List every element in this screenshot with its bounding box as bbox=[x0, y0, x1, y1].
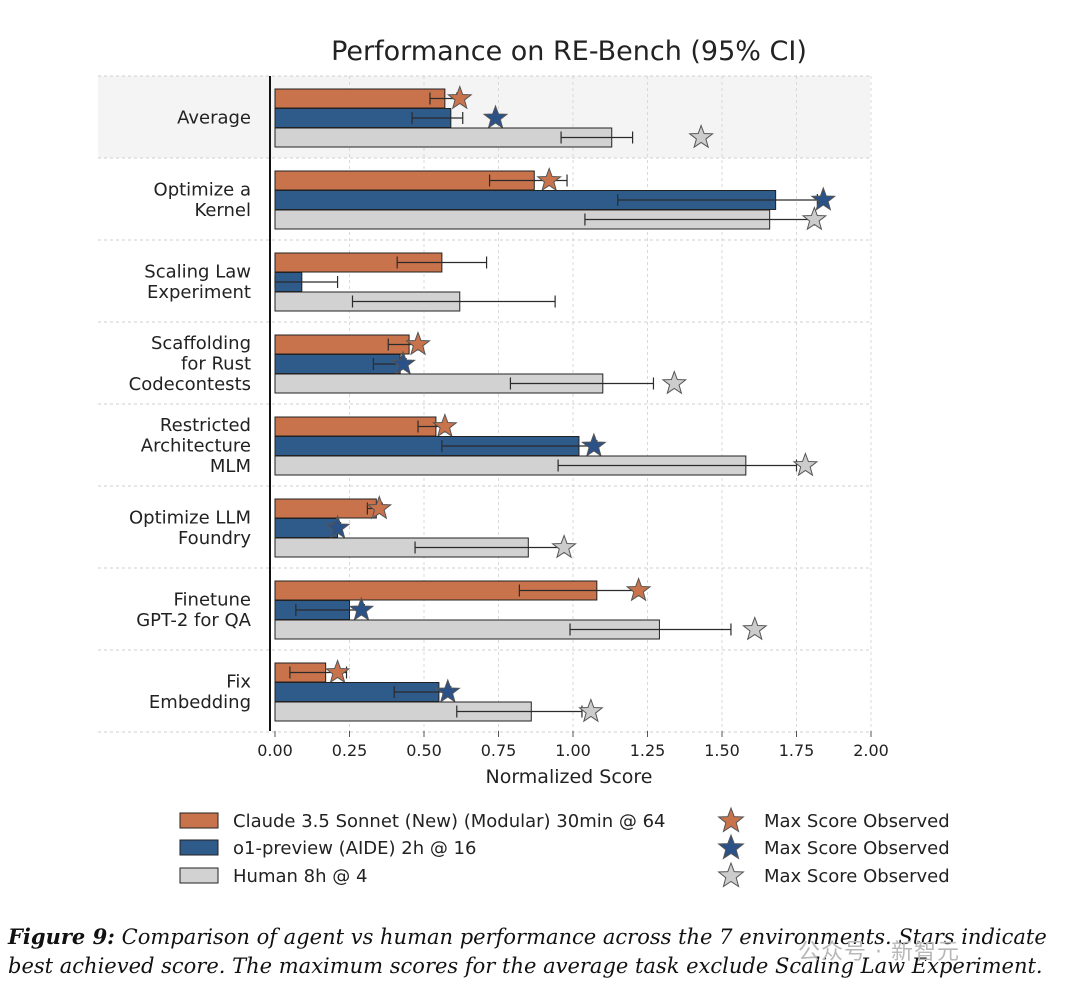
bar bbox=[274, 88, 446, 109]
bar bbox=[274, 416, 437, 437]
x-tick-label: 0.75 bbox=[481, 741, 517, 760]
category-label: Foundry bbox=[178, 528, 251, 549]
category-label: for Rust bbox=[181, 354, 251, 375]
max-score-star bbox=[482, 104, 509, 129]
x-tick-label: 0.00 bbox=[257, 741, 293, 760]
bar bbox=[274, 498, 377, 519]
max-score-star bbox=[324, 514, 351, 539]
category-label: Average bbox=[177, 108, 251, 129]
x-tick-label: 1.50 bbox=[704, 741, 740, 760]
bar bbox=[274, 518, 339, 538]
category-label: GPT-2 for QA bbox=[136, 610, 251, 631]
legend-label: o1-preview (AIDE) 2h @ 16 bbox=[233, 838, 476, 859]
category-label: Embedding bbox=[149, 692, 251, 713]
legend-star-label: Max Score Observed bbox=[764, 866, 950, 887]
max-score-star bbox=[581, 432, 607, 457]
legend-star-icon bbox=[717, 806, 745, 833]
max-score-star bbox=[446, 85, 473, 110]
legend: Claude 3.5 Sonnet (New) (Modular) 30min … bbox=[179, 806, 950, 888]
watermark: 公众号 · 新智元 bbox=[798, 940, 960, 965]
max-score-star bbox=[405, 331, 431, 356]
max-score-star bbox=[348, 596, 375, 621]
x-axis-label: Normalized Score bbox=[485, 766, 652, 788]
max-score-star bbox=[801, 206, 828, 231]
legend-swatch bbox=[179, 867, 219, 884]
caption-lead: Figure 9: bbox=[8, 924, 115, 949]
x-tick-label: 0.50 bbox=[406, 741, 442, 760]
max-score-star bbox=[366, 495, 393, 520]
legend-star-label: Max Score Observed bbox=[764, 838, 950, 859]
legend-swatch bbox=[179, 839, 219, 856]
max-score-star bbox=[435, 678, 461, 703]
category-label: Architecture bbox=[141, 436, 251, 457]
x-tick-label: 0.25 bbox=[332, 741, 368, 760]
max-score-star bbox=[742, 616, 768, 641]
category-label: Optimize LLM bbox=[129, 507, 251, 528]
x-tick-label: 1.75 bbox=[779, 741, 815, 760]
category-label: Experiment bbox=[147, 282, 251, 303]
category-label: Scaling Law bbox=[144, 261, 251, 282]
legend-swatch bbox=[179, 812, 219, 829]
legend-star-icon bbox=[717, 833, 745, 860]
x-tick-label: 2.00 bbox=[853, 741, 889, 760]
category-label: Kernel bbox=[194, 200, 251, 221]
category-label: Restricted bbox=[160, 415, 251, 436]
category-label: Fix bbox=[226, 671, 251, 692]
max-score-star bbox=[390, 350, 416, 375]
figure-caption: Figure 9: Comparison of agent vs human p… bbox=[8, 922, 1074, 981]
x-tick-label: 1.00 bbox=[555, 741, 591, 760]
legend-label: Claude 3.5 Sonnet (New) (Modular) 30min … bbox=[233, 811, 665, 832]
x-ticks: 0.00 0.25 0.50 0.75 1.00 1.25 1.50 1.75 2.00 bbox=[257, 731, 889, 760]
max-score-star bbox=[792, 452, 819, 477]
caption-text: Comparison of agent vs human performance… bbox=[8, 925, 1047, 978]
x-tick-label: 1.25 bbox=[630, 741, 666, 760]
category-label: Finetune bbox=[174, 589, 251, 610]
max-score-star bbox=[810, 186, 837, 211]
max-score-star bbox=[324, 659, 351, 684]
max-score-star bbox=[536, 167, 562, 192]
max-score-star bbox=[661, 370, 688, 395]
bars bbox=[274, 85, 837, 723]
max-score-star bbox=[625, 577, 652, 602]
category-label: Optimize a bbox=[154, 179, 251, 200]
chart-title: Performance on RE-Bench (95% CI) bbox=[331, 36, 807, 67]
legend-star-label: Max Score Observed bbox=[764, 811, 950, 832]
legend-label: Human 8h @ 4 bbox=[233, 866, 367, 887]
max-score-star bbox=[432, 413, 458, 438]
max-score-star bbox=[578, 698, 604, 723]
category-label: Scaffolding bbox=[151, 333, 251, 354]
category-label: MLM bbox=[210, 456, 251, 477]
max-score-star bbox=[551, 534, 577, 559]
max-score-star bbox=[688, 124, 714, 149]
category-label: Codecontests bbox=[129, 374, 251, 395]
legend-star-icon bbox=[717, 861, 745, 888]
